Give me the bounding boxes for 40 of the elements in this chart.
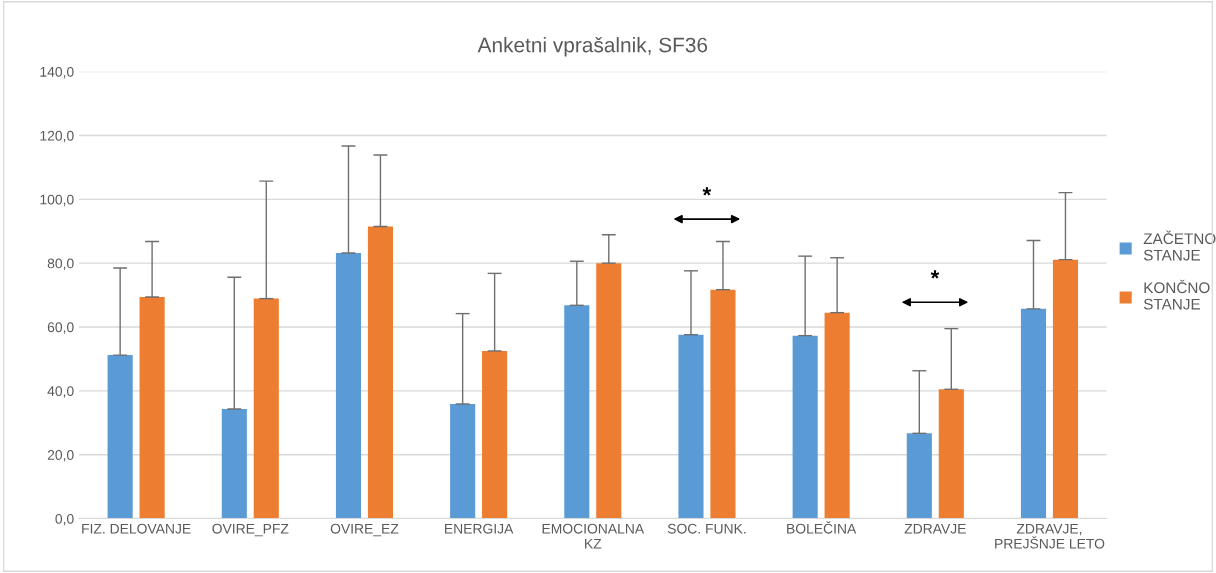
bar xyxy=(906,433,932,519)
bar xyxy=(139,297,165,519)
bar xyxy=(107,355,133,519)
annotation: * xyxy=(930,270,940,279)
x-tick-label: FIZ. DELOVANJE xyxy=(82,523,191,534)
bar xyxy=(1020,308,1047,519)
x-tick-label: ZDRAVJE, PREJŠNJE LETO xyxy=(995,523,1105,549)
bar xyxy=(335,252,362,519)
legend-label: KONČNO STANJE xyxy=(1143,279,1210,310)
y-tick-label: 20,0 xyxy=(47,450,74,462)
y-tick-label: 40,0 xyxy=(47,386,74,398)
bar xyxy=(367,226,393,519)
legend-label: ZAČETNO STANJE xyxy=(1143,230,1216,261)
y-tick-label: 140,0 xyxy=(40,66,74,79)
bar xyxy=(824,312,850,519)
y-tick-label: 0,0 xyxy=(55,513,74,526)
bar xyxy=(253,298,279,519)
bar xyxy=(678,334,704,519)
bar xyxy=(1052,259,1079,519)
x-tick-label: SOC. FUNK. xyxy=(667,523,746,534)
bar xyxy=(564,305,590,519)
x-tick-label: EMOCIONALNA KZ xyxy=(542,523,645,549)
x-tick-label: OVIRE_EZ xyxy=(330,523,399,537)
x-tick-label: ENERGIJA xyxy=(445,523,514,534)
x-tick-label: ZDRAVJE xyxy=(904,523,966,534)
y-tick-label: 60,0 xyxy=(47,322,74,334)
y-tick-label: 120,0 xyxy=(40,130,74,143)
x-tick-label: OVIRE_PFZ xyxy=(212,523,289,537)
bar xyxy=(710,289,736,519)
bar xyxy=(938,389,964,519)
annotation: * xyxy=(702,187,712,196)
chart-title: Anketni vprašalnik, SF36 xyxy=(477,37,708,57)
bar xyxy=(596,263,622,519)
y-tick-label: 80,0 xyxy=(47,258,74,270)
bar xyxy=(482,350,508,519)
bar xyxy=(792,335,818,519)
y-tick-label: 100,0 xyxy=(40,194,74,207)
x-tick-label: BOLEČINA xyxy=(787,521,857,534)
bar xyxy=(221,409,247,519)
bar xyxy=(450,403,476,519)
